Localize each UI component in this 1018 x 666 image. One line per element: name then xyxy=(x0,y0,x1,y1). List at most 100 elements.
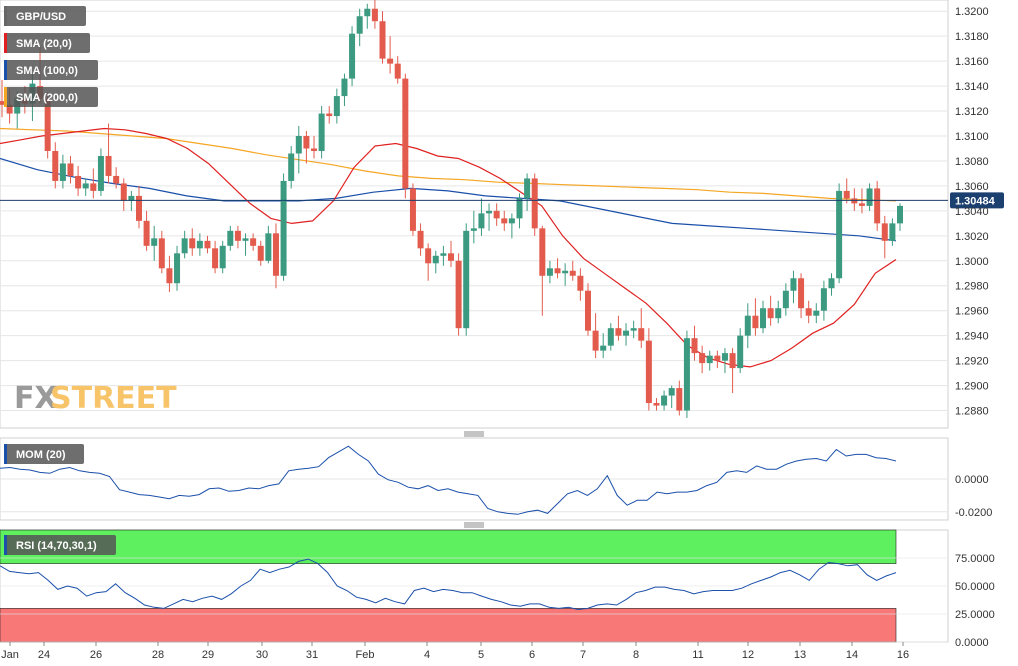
y-tick-label: 1.3040 xyxy=(955,206,989,218)
candle xyxy=(577,268,584,301)
candle-body xyxy=(394,63,401,79)
candle-body xyxy=(562,270,569,274)
candle xyxy=(75,165,82,196)
candle-body xyxy=(52,150,59,181)
legend-label: GBP/USD xyxy=(16,11,66,23)
y-tick-label: 1.3060 xyxy=(955,181,989,193)
candle xyxy=(653,398,660,411)
candle-body xyxy=(858,203,865,206)
candle-body xyxy=(174,253,181,284)
candle-body xyxy=(836,190,843,279)
candle-body xyxy=(364,8,371,17)
candle-body xyxy=(767,308,774,319)
y-tick-label: 1.3020 xyxy=(955,231,989,243)
candle xyxy=(714,350,721,369)
pane-resize-handle[interactable] xyxy=(464,522,484,528)
candle-body xyxy=(737,335,744,369)
candle-body xyxy=(6,104,13,114)
legend-box xyxy=(4,87,98,107)
candle xyxy=(866,183,873,211)
candle-body xyxy=(0,101,5,105)
x-tick-label: 5 xyxy=(478,649,484,661)
candle-body xyxy=(265,233,272,261)
candle-body xyxy=(493,210,500,219)
candle xyxy=(889,218,896,246)
candle-body xyxy=(204,240,211,249)
candle xyxy=(828,273,835,296)
momentum-legend: MOM (20) xyxy=(4,444,84,464)
candle xyxy=(501,210,508,231)
candle xyxy=(425,243,432,281)
candle xyxy=(90,168,97,199)
candle-body xyxy=(425,248,432,264)
candle-body xyxy=(752,315,759,329)
candle-body xyxy=(874,188,881,224)
candle xyxy=(455,253,462,336)
candle-body xyxy=(196,240,203,249)
legend-box xyxy=(4,60,98,80)
candle-body xyxy=(371,8,378,22)
last-price-badge xyxy=(950,192,1004,209)
sma20-line-group xyxy=(0,127,897,368)
y-tick-label: -0.0200 xyxy=(955,507,992,519)
legend-box xyxy=(4,33,90,53)
candle-body xyxy=(820,288,827,311)
x-tick-label: 12 xyxy=(742,649,754,661)
candle-body xyxy=(524,178,531,199)
legend-item: MOM (20) xyxy=(4,444,84,464)
sma100-line xyxy=(0,157,897,242)
x-tick-label: 31 xyxy=(306,649,318,661)
candle xyxy=(691,325,698,361)
candle xyxy=(250,233,257,251)
candle-body xyxy=(67,163,74,176)
candle xyxy=(699,345,706,374)
candle-body xyxy=(135,195,142,221)
candle xyxy=(311,136,318,159)
candle xyxy=(569,260,576,281)
candle-body xyxy=(303,136,310,149)
y-tick-label: 1.3100 xyxy=(955,131,989,143)
candle xyxy=(356,8,363,47)
candle xyxy=(212,240,219,274)
pane-resize-handle[interactable] xyxy=(464,431,484,437)
candle xyxy=(623,323,630,346)
candle-body xyxy=(508,218,515,224)
legend-box xyxy=(4,535,116,555)
candle xyxy=(417,223,424,256)
legend-item: SMA (200,0) xyxy=(4,87,98,107)
candle-body xyxy=(227,230,234,246)
candle xyxy=(798,273,805,319)
candle xyxy=(843,178,850,204)
candle-body xyxy=(744,315,751,336)
y-tick-label: 1.3000 xyxy=(955,256,989,268)
rsi-overbought-zone xyxy=(0,529,897,564)
candle-body xyxy=(668,388,675,396)
candle xyxy=(448,240,454,268)
candle-body xyxy=(638,328,645,341)
candle xyxy=(493,203,500,226)
rsi-oversold-zone xyxy=(0,608,897,643)
main-legend: GBP/USD SMA (20,0) SMA (100,0) SMA (200,0) xyxy=(4,6,98,107)
candle xyxy=(775,300,782,324)
candle-body xyxy=(683,338,690,411)
x-tick-label: 13 xyxy=(794,649,806,661)
candle xyxy=(189,228,196,256)
candle xyxy=(227,225,234,251)
candle-body xyxy=(653,403,660,406)
candle-body xyxy=(813,310,820,316)
candle-body xyxy=(120,183,127,201)
y-tick-label: 1.3160 xyxy=(955,56,989,68)
candle-body xyxy=(691,338,698,354)
candle xyxy=(288,145,295,189)
candle-body xyxy=(280,180,287,276)
y-tick-label: 1.2900 xyxy=(955,381,989,393)
candle-body xyxy=(584,290,591,331)
x-tick-label: Jan xyxy=(1,649,19,661)
candle-body xyxy=(661,395,668,406)
candle-body xyxy=(729,353,736,369)
legend-item: GBP/USD xyxy=(4,6,86,26)
x-tick-label: 28 xyxy=(152,649,164,661)
candle-body xyxy=(151,238,158,246)
candle xyxy=(432,250,439,274)
candle xyxy=(402,73,409,199)
